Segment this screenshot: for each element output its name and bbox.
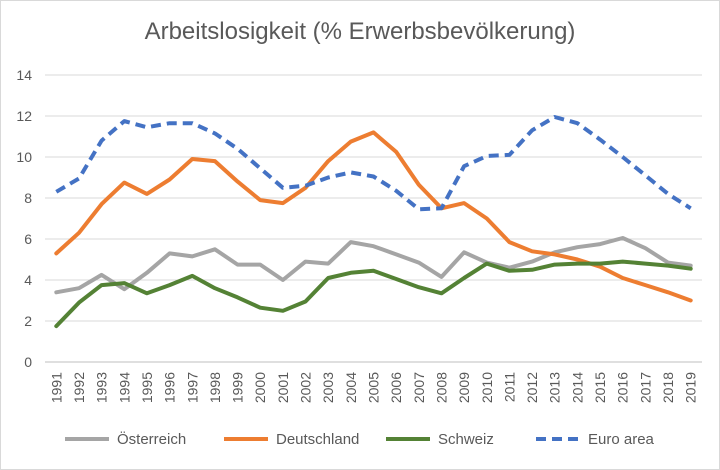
x-tick-label: 1991 bbox=[48, 372, 64, 403]
y-tick-label: 14 bbox=[16, 67, 32, 83]
y-tick-label: 12 bbox=[16, 108, 32, 124]
legend-label: Österreich bbox=[117, 430, 186, 448]
x-tick-label: 2004 bbox=[343, 372, 359, 403]
series-line-euro-area bbox=[55, 115, 692, 212]
x-tick-label: 2009 bbox=[456, 372, 472, 403]
x-tick-label: 2003 bbox=[320, 372, 336, 403]
x-tick-label: 2014 bbox=[569, 372, 585, 403]
x-tick-label: 2011 bbox=[501, 372, 517, 402]
y-tick-label: 4 bbox=[24, 272, 32, 288]
x-tick-label: 2018 bbox=[660, 372, 676, 403]
x-tick-label: 1994 bbox=[116, 372, 132, 403]
legend-label: Schweiz bbox=[438, 431, 494, 448]
legend-label: Euro area bbox=[588, 431, 655, 448]
x-tick-label: 2001 bbox=[275, 372, 291, 403]
series-line-deutschland bbox=[54, 130, 693, 303]
y-tick-label: 2 bbox=[24, 313, 32, 329]
x-tick-label: 2019 bbox=[683, 372, 699, 403]
x-tick-label: 2016 bbox=[615, 372, 631, 403]
y-tick-label: 0 bbox=[24, 354, 32, 370]
x-tick-label: 2000 bbox=[252, 372, 268, 403]
x-tick-label: 1997 bbox=[184, 372, 200, 403]
x-tick-label: 1998 bbox=[207, 372, 223, 403]
x-tick-label: 2015 bbox=[592, 372, 608, 403]
y-tick-label: 10 bbox=[16, 149, 32, 165]
x-tick-label: 1995 bbox=[139, 372, 155, 403]
x-tick-label: 1999 bbox=[230, 372, 246, 403]
series-line--sterreich bbox=[54, 236, 693, 295]
x-tick-label: 2008 bbox=[433, 372, 449, 403]
y-tick-label: 6 bbox=[24, 231, 32, 247]
legend-label: Deutschland bbox=[276, 431, 359, 448]
x-tick-label: 1993 bbox=[94, 372, 110, 403]
x-tick-label: 2013 bbox=[547, 372, 563, 403]
x-tick-label: 2006 bbox=[388, 372, 404, 403]
x-tick-label: 2017 bbox=[637, 372, 653, 403]
x-tick-label: 2012 bbox=[524, 372, 540, 403]
chart-title: Arbeitslosigkeit (% Erwerbsbevölkerung) bbox=[144, 18, 576, 45]
y-tick-label: 8 bbox=[24, 190, 32, 206]
x-tick-label: 1996 bbox=[162, 372, 178, 403]
x-tick-label: 1992 bbox=[71, 372, 87, 403]
series-line-schweiz bbox=[54, 259, 693, 329]
x-tick-label: 2005 bbox=[366, 372, 382, 403]
x-tick-label: 2007 bbox=[411, 372, 427, 403]
x-tick-label: 2010 bbox=[479, 372, 495, 403]
x-tick-label: 2002 bbox=[298, 372, 314, 403]
